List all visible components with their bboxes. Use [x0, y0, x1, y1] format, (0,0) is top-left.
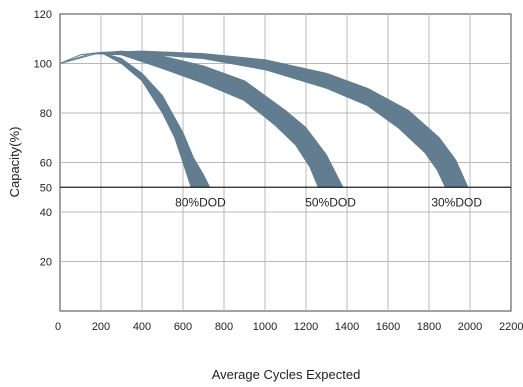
y-tick-label: 50	[40, 182, 52, 194]
y-tick-label: 80	[40, 108, 52, 120]
y-tick-labels: 20 40 50 60 80 100 120	[34, 9, 52, 269]
y-tick-label: 60	[40, 158, 52, 170]
band-labels: 80%DOD 50%DOD 30%DOD	[175, 195, 482, 209]
y-axis-label: Capacity(%)	[7, 127, 22, 198]
band-label: 30%DOD	[431, 195, 482, 209]
x-axis-label: Average Cycles Expected	[212, 367, 361, 382]
x-tick-label: 2200	[499, 321, 523, 333]
y-tick-label: 20	[40, 257, 52, 269]
band-label: 80%DOD	[175, 195, 226, 209]
x-tick-label: 800	[215, 321, 233, 333]
x-tick-label: 1400	[335, 321, 359, 333]
x-tick-label: 600	[174, 321, 192, 333]
y-tick-label: 100	[34, 59, 52, 71]
x-tick-label: 1200	[294, 321, 318, 333]
x-tick-label: 2000	[458, 321, 482, 333]
x-tick-labels: 0 200 400 600 800 1000 1200 1400 1600 1800 2000 220…	[55, 321, 523, 333]
grid	[60, 14, 511, 311]
band-label: 50%DOD	[305, 195, 356, 209]
x-tick-label: 400	[133, 321, 151, 333]
x-tick-label: 200	[92, 321, 110, 333]
x-tick-label: 1600	[376, 321, 400, 333]
x-tick-label: 1800	[417, 321, 441, 333]
x-tick-label: 0	[55, 321, 61, 333]
y-tick-label: 120	[34, 9, 52, 21]
x-tick-label: 1000	[253, 321, 277, 333]
y-tick-label: 40	[40, 207, 52, 219]
